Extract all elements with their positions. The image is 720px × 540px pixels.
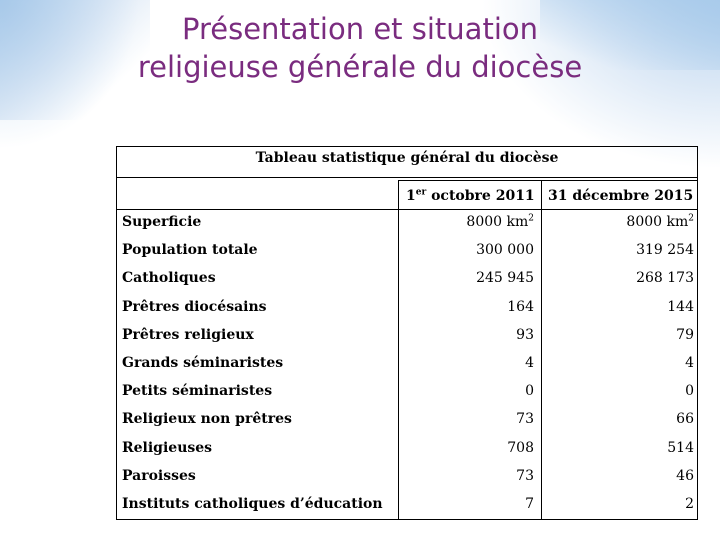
slide-title: Présentation et situation religieuse gén… (60, 10, 660, 86)
value-2011: 73 (516, 411, 534, 427)
value-2015: 66 (676, 411, 694, 427)
row-label: Superficie (122, 214, 202, 230)
value-2015: 319 254 (636, 242, 694, 258)
value-2015: 4 (685, 355, 694, 371)
value-2011: 7 (525, 496, 534, 512)
value-2015: 514 (667, 440, 694, 456)
corner-decoration-left-glow (0, 0, 140, 150)
table-divider (398, 180, 399, 520)
value-2015: 79 (676, 327, 694, 343)
value-2015: 0 (685, 383, 694, 399)
row-label: Catholiques (122, 270, 216, 286)
value-2011: 300 000 (476, 242, 534, 258)
table-caption: Tableau statistique général du diocèse (255, 150, 559, 166)
value-2015: 8000 km2 (626, 213, 694, 230)
row-label: Prêtres religieux (122, 327, 254, 343)
table-divider (116, 209, 698, 210)
corner-decoration-right-glow (540, 0, 720, 70)
value-2011: 4 (525, 355, 534, 371)
row-label: Religieux non prêtres (122, 411, 292, 427)
column-header-2011: 1er octobre 2011 (406, 187, 535, 204)
value-2011: 8000 km2 (466, 213, 534, 230)
row-label: Paroisses (122, 468, 196, 484)
statistics-table (116, 146, 698, 520)
value-2011: 73 (516, 468, 534, 484)
value-2015: 46 (676, 468, 694, 484)
value-2011: 708 (507, 440, 534, 456)
value-2015: 144 (667, 299, 694, 315)
row-label: Prêtres diocésains (122, 299, 267, 315)
row-label: Instituts catholiques d’éducation (122, 496, 383, 512)
table-divider (398, 180, 698, 181)
value-2011: 93 (516, 327, 534, 343)
value-2015: 268 173 (636, 270, 694, 286)
table-divider (116, 177, 698, 178)
row-label: Grands séminaristes (122, 355, 284, 371)
table-divider (541, 180, 542, 520)
value-2011: 164 (507, 299, 534, 315)
slide-title-line1: Présentation et situation (181, 12, 538, 46)
row-label: Religieuses (122, 440, 213, 456)
row-label: Population totale (122, 242, 258, 258)
value-2015: 2 (685, 496, 694, 512)
row-label: Petits séminaristes (122, 383, 273, 399)
value-2011: 245 945 (476, 270, 534, 286)
slide-title-line2: religieuse générale du diocèse (137, 50, 583, 84)
column-header-2015: 31 décembre 2015 (548, 188, 694, 204)
value-2011: 0 (525, 383, 534, 399)
